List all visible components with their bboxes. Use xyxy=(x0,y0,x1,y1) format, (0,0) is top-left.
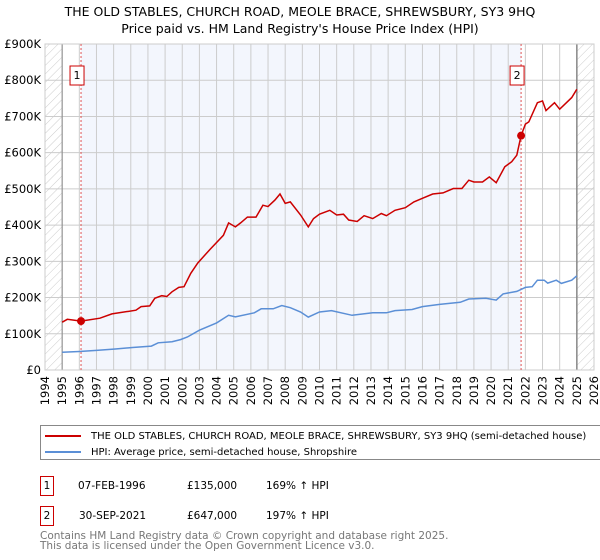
x-tick-label: 2021 xyxy=(501,376,515,405)
x-tick-label: 1998 xyxy=(107,376,121,405)
x-tick-label: 1996 xyxy=(72,376,86,405)
y-tick-label: £400K xyxy=(4,218,41,232)
title-line-2: Price paid vs. HM Land Registry's House … xyxy=(121,21,479,36)
sale-point-1 xyxy=(77,317,86,326)
x-tick-label: 2001 xyxy=(158,376,172,405)
no-data-hatch-right xyxy=(576,44,594,370)
sale-badge: 1 xyxy=(40,476,54,496)
x-tick-label: 2022 xyxy=(518,376,532,405)
chart-title: THE OLD STABLES, CHURCH ROAD, MEOLE BRAC… xyxy=(0,3,600,37)
x-tick-label: 2011 xyxy=(330,376,344,405)
x-tick-label: 1995 xyxy=(55,376,69,405)
title-line-1: THE OLD STABLES, CHURCH ROAD, MEOLE BRAC… xyxy=(64,4,536,19)
x-tick-label: 2023 xyxy=(536,376,550,405)
x-tick-label: 2018 xyxy=(450,376,464,405)
y-tick-label: £0 xyxy=(26,363,41,377)
x-tick-label: 2017 xyxy=(433,376,447,405)
x-tick-label: 2004 xyxy=(210,376,224,405)
property-series-line xyxy=(61,88,578,323)
sale-price: £135,000 xyxy=(187,480,238,492)
x-tick-label: 2002 xyxy=(175,376,189,405)
price-chart: 1994 1995 1996 1997 1998 1999 2000 2001 2002 2003… xyxy=(4,37,600,405)
ownership-shading xyxy=(81,44,522,370)
x-tick-label: 2013 xyxy=(364,376,378,405)
plot-frame xyxy=(44,43,595,371)
sale-row: 1 07-FEB-1996 £135,000 169% ↑ HPI xyxy=(40,476,600,496)
x-tick-label: 2009 xyxy=(295,376,309,405)
x-tick-label: 2016 xyxy=(415,376,429,405)
x-tick-label: 2000 xyxy=(141,376,155,405)
x-tick-label: 1997 xyxy=(89,376,103,405)
sale-row: 2 30-SEP-2021 £647,000 197% ↑ HPI xyxy=(40,506,600,526)
legend: THE OLD STABLES, CHURCH ROAD, MEOLE BRAC… xyxy=(40,425,600,460)
y-tick-label: £900K xyxy=(4,37,41,51)
y-tick-label: £700K xyxy=(4,109,41,123)
x-tick-label: 2020 xyxy=(484,376,498,405)
x-tick-label: 2015 xyxy=(398,376,412,405)
hpi-series-line xyxy=(62,275,578,354)
legend-label-hpi: HPI: Average price, semi-detached house,… xyxy=(91,446,358,458)
x-tick-label: 2026 xyxy=(587,376,600,405)
legend-label-property: THE OLD STABLES, CHURCH ROAD, MEOLE BRAC… xyxy=(91,430,587,442)
sale-badge: 2 xyxy=(40,506,54,526)
sale-date: 07-FEB-1996 xyxy=(78,480,146,492)
sale-label-box-2 xyxy=(509,65,525,86)
sale-price: £647,000 xyxy=(187,510,238,522)
x-tick-label: 2006 xyxy=(244,376,258,405)
sale-label-2: 2 xyxy=(514,69,521,82)
footer-line-2: This data is licensed under the Open Gov… xyxy=(40,540,375,552)
sale-label-box-1 xyxy=(69,65,85,86)
y-tick-label: £200K xyxy=(4,291,41,305)
sale-hpi: 169% ↑ HPI xyxy=(266,480,329,492)
footer-line-1: Contains HM Land Registry data © Crown c… xyxy=(40,530,449,542)
legend-swatch-blue xyxy=(45,451,81,453)
y-tick-label: £600K xyxy=(4,146,41,160)
x-tick-label: 1999 xyxy=(124,376,138,405)
sale-point-2 xyxy=(517,131,526,140)
x-tick-label: 2010 xyxy=(313,376,327,405)
y-tick-label: £300K xyxy=(4,254,41,268)
x-tick-label: 2012 xyxy=(347,376,361,405)
x-tick-label: 2003 xyxy=(192,376,206,405)
x-tick-label: 2005 xyxy=(227,376,241,405)
y-tick-label: £100K xyxy=(4,327,41,341)
legend-item-hpi: HPI: Average price, semi-detached house,… xyxy=(45,445,357,459)
x-tick-label: 2008 xyxy=(278,376,292,405)
x-tick-label: 2014 xyxy=(381,376,395,405)
no-data-hatch-left xyxy=(45,44,63,370)
y-tick-label: £800K xyxy=(4,73,41,87)
sale-label-1: 1 xyxy=(74,69,81,82)
x-tick-label: 2025 xyxy=(570,376,584,405)
sale-date: 30-SEP-2021 xyxy=(79,510,147,522)
x-tick-label: 2024 xyxy=(553,376,567,405)
footer: Contains HM Land Registry data © Crown c… xyxy=(40,530,449,552)
legend-swatch-red xyxy=(45,435,81,437)
sale-hpi: 197% ↑ HPI xyxy=(266,510,329,522)
x-tick-label: 2019 xyxy=(467,376,481,405)
x-tick-label: 2007 xyxy=(261,376,275,405)
x-tick-label: 1994 xyxy=(38,376,52,405)
y-tick-label: £500K xyxy=(4,182,41,196)
legend-item-property: THE OLD STABLES, CHURCH ROAD, MEOLE BRAC… xyxy=(45,429,586,443)
